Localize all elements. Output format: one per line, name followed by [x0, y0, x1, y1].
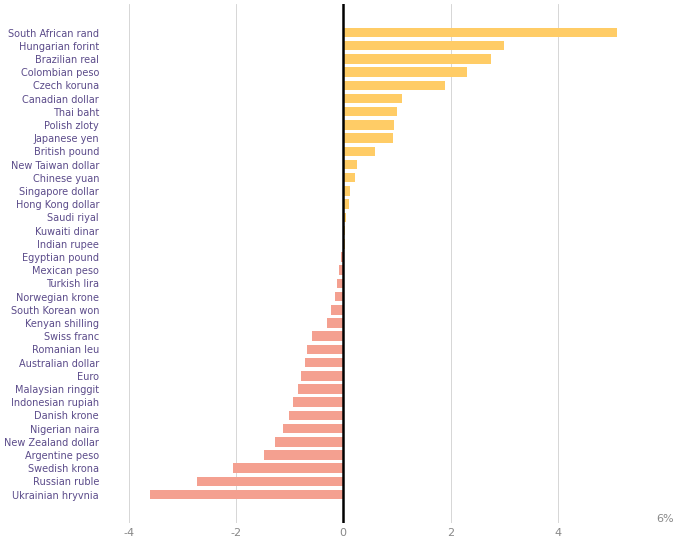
- Bar: [233, 463, 343, 473]
- Bar: [343, 81, 445, 90]
- Bar: [343, 133, 392, 143]
- Bar: [307, 345, 343, 354]
- Bar: [150, 490, 343, 499]
- Bar: [343, 67, 466, 77]
- Bar: [343, 28, 617, 37]
- Bar: [343, 199, 349, 209]
- Bar: [283, 424, 343, 434]
- Bar: [288, 411, 343, 420]
- Bar: [337, 279, 343, 288]
- Bar: [331, 305, 343, 314]
- Bar: [343, 107, 397, 117]
- Bar: [343, 173, 355, 183]
- Text: 6%: 6%: [656, 514, 674, 525]
- Bar: [293, 397, 343, 407]
- Bar: [343, 239, 345, 249]
- Bar: [339, 266, 343, 275]
- Bar: [343, 212, 346, 222]
- Bar: [343, 120, 394, 130]
- Bar: [264, 450, 343, 460]
- Bar: [343, 186, 350, 196]
- Bar: [197, 476, 343, 486]
- Bar: [335, 292, 343, 301]
- Bar: [298, 384, 343, 393]
- Bar: [275, 437, 343, 447]
- Bar: [343, 146, 375, 156]
- Bar: [343, 94, 403, 104]
- Bar: [305, 358, 343, 367]
- Bar: [341, 252, 343, 262]
- Bar: [343, 41, 504, 50]
- Bar: [343, 226, 345, 235]
- Bar: [312, 332, 343, 341]
- Bar: [301, 371, 343, 380]
- Bar: [327, 318, 343, 328]
- Bar: [343, 54, 491, 63]
- Bar: [343, 160, 356, 169]
